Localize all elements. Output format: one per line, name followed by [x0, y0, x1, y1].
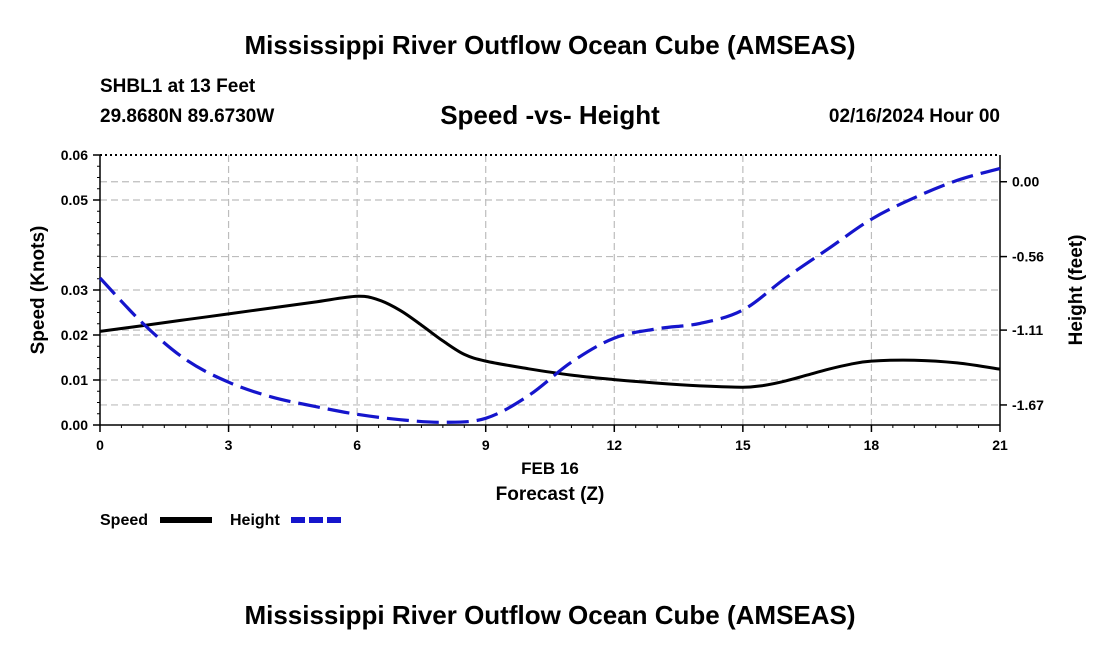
legend-label-speed: Speed: [100, 512, 148, 529]
y-tick-label: 0.01: [61, 372, 88, 388]
y-tick-label: 0.00: [61, 417, 88, 433]
x-axis-date-label: FEB 16: [521, 459, 579, 478]
x-tick-label: 12: [606, 437, 622, 453]
y-tick-label: 0.02: [61, 327, 88, 343]
y2-tick-label: -1.11: [1012, 322, 1043, 338]
station-label: SHBL1 at 13 Feet: [100, 76, 256, 97]
x-tick-label: 15: [735, 437, 751, 453]
y-axis-left-title: Speed (Knots): [28, 226, 49, 355]
chart-main-title: Mississippi River Outflow Ocean Cube (AM…: [244, 30, 856, 60]
y-tick-label: 0.05: [61, 192, 88, 208]
tick-layer: 0 3 6 9 12 15 18 21 0.00 0.01 0.02 0.03 0.05 0.06 0.00…: [61, 147, 1044, 453]
y-axis-right-title: Height (feet): [1066, 235, 1087, 346]
footer-title: Mississippi River Outflow Ocean Cube (AM…: [244, 600, 856, 630]
y2-tick-label: 0.00: [1012, 174, 1039, 190]
y-tick-label: 0.06: [61, 147, 88, 163]
series-line-height: [98, 166, 1001, 424]
station-coordinates: 29.8680N 89.6730W: [100, 106, 275, 127]
x-axis-title: Forecast (Z): [496, 484, 605, 505]
series-layer: [98, 166, 1001, 424]
y-tick-label: 0.03: [61, 282, 88, 298]
x-tick-label: 6: [353, 437, 361, 453]
x-tick-label: 9: [482, 437, 490, 453]
x-tick-label: 21: [992, 437, 1008, 453]
forecast-datetime: 02/16/2024 Hour 00: [828, 106, 1000, 127]
x-tick-label: 3: [225, 437, 233, 453]
grid-layer: [100, 155, 1000, 425]
chart-subtitle: Speed -vs- Height: [440, 100, 660, 130]
plot-frame: [97, 154, 1001, 428]
y2-tick-label: -1.67: [1012, 397, 1044, 413]
legend-label-height: Height: [230, 512, 280, 529]
y2-tick-label: -0.56: [1012, 249, 1044, 265]
series-line-speed: [99, 294, 1001, 389]
legend: Speed Height: [100, 512, 343, 529]
x-tick-label: 18: [864, 437, 880, 453]
x-tick-label: 0: [96, 437, 104, 453]
